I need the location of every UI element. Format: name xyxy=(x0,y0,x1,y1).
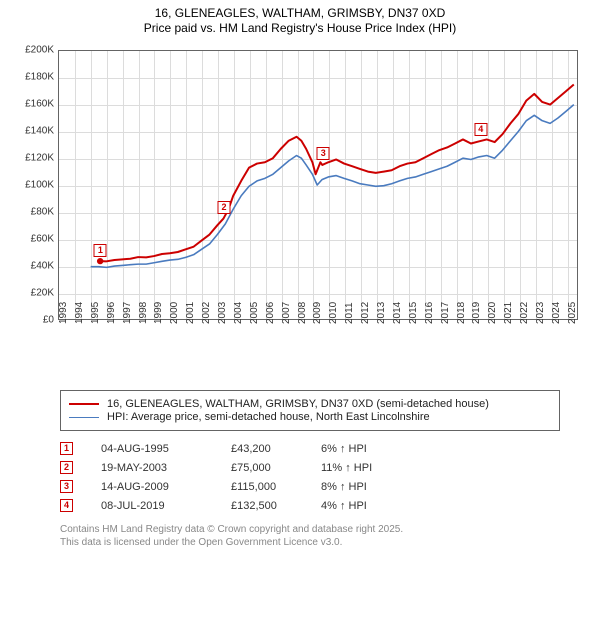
chart-marker: 4 xyxy=(474,123,487,136)
x-tick-label: 1996 xyxy=(106,302,117,324)
footer-line-2: This data is licensed under the Open Gov… xyxy=(60,536,580,549)
y-tick-label: £200K xyxy=(25,45,54,56)
transaction-price: £132,500 xyxy=(231,500,321,512)
x-tick-label: 2024 xyxy=(551,302,562,324)
transaction-row: 1 04-AUG-1995£43,2006% ↑ HPI xyxy=(60,439,560,458)
transaction-diff: 6% ↑ HPI xyxy=(321,443,381,455)
y-tick-label: £180K xyxy=(25,72,54,83)
y-tick-label: £160K xyxy=(25,99,54,110)
transaction-diff: 11% ↑ HPI xyxy=(321,462,381,474)
footer-line-1: Contains HM Land Registry data © Crown c… xyxy=(60,523,580,536)
x-tick-label: 2007 xyxy=(281,302,292,324)
title-address: 16, GLENEAGLES, WALTHAM, GRIMSBY, DN37 0… xyxy=(0,6,600,21)
transaction-marker: 1 xyxy=(60,442,73,455)
x-tick-label: 2010 xyxy=(328,302,339,324)
y-tick-label: £0 xyxy=(43,315,54,326)
transaction-marker: 3 xyxy=(60,480,73,493)
y-tick-label: £20K xyxy=(31,288,54,299)
title-block: 16, GLENEAGLES, WALTHAM, GRIMSBY, DN37 0… xyxy=(0,0,600,38)
x-tick-label: 2020 xyxy=(487,302,498,324)
transaction-date: 19-MAY-2003 xyxy=(101,462,231,474)
x-tick-label: 2025 xyxy=(567,302,578,324)
legend: 16, GLENEAGLES, WALTHAM, GRIMSBY, DN37 0… xyxy=(60,390,560,431)
chart: £0£20K£40K£60K£80K£100K£120K£140K£160K£1… xyxy=(34,42,594,352)
y-tick-label: £40K xyxy=(31,261,54,272)
x-tick-label: 1999 xyxy=(153,302,164,324)
transaction-marker: 2 xyxy=(60,461,73,474)
x-tick-label: 2005 xyxy=(249,302,260,324)
title-subtitle: Price paid vs. HM Land Registry's House … xyxy=(0,21,600,36)
series-price_paid xyxy=(100,85,574,262)
legend-row: 16, GLENEAGLES, WALTHAM, GRIMSBY, DN37 0… xyxy=(69,398,551,410)
y-tick-label: £120K xyxy=(25,153,54,164)
x-tick-label: 2001 xyxy=(185,302,196,324)
y-tick-label: £60K xyxy=(31,234,54,245)
plot-area: 1 2 3 4 xyxy=(58,50,578,320)
x-tick-label: 2014 xyxy=(392,302,403,324)
x-tick-label: 2022 xyxy=(519,302,530,324)
transaction-date: 14-AUG-2009 xyxy=(101,481,231,493)
transaction-price: £115,000 xyxy=(231,481,321,493)
x-tick-label: 2006 xyxy=(265,302,276,324)
y-tick-label: £100K xyxy=(25,180,54,191)
x-tick-label: 2019 xyxy=(471,302,482,324)
legend-label: 16, GLENEAGLES, WALTHAM, GRIMSBY, DN37 0… xyxy=(107,398,489,410)
sale-dot xyxy=(97,258,103,264)
x-tick-label: 2013 xyxy=(376,302,387,324)
x-tick-label: 1994 xyxy=(74,302,85,324)
page-root: 16, GLENEAGLES, WALTHAM, GRIMSBY, DN37 0… xyxy=(0,0,600,620)
transaction-table: 104-AUG-1995£43,2006% ↑ HPI219-MAY-2003£… xyxy=(60,439,560,515)
legend-label: HPI: Average price, semi-detached house,… xyxy=(107,411,430,423)
transaction-diff: 8% ↑ HPI xyxy=(321,481,381,493)
x-tick-label: 1995 xyxy=(90,302,101,324)
legend-swatch xyxy=(69,403,99,405)
transaction-price: £43,200 xyxy=(231,443,321,455)
x-tick-label: 2016 xyxy=(424,302,435,324)
chart-marker: 1 xyxy=(94,244,107,257)
transaction-row: 3 14-AUG-2009£115,0008% ↑ HPI xyxy=(60,477,560,496)
x-tick-label: 1993 xyxy=(58,302,69,324)
x-tick-label: 2008 xyxy=(297,302,308,324)
x-tick-label: 1998 xyxy=(138,302,149,324)
x-tick-label: 2004 xyxy=(233,302,244,324)
x-tick-label: 2000 xyxy=(169,302,180,324)
transaction-date: 08-JUL-2019 xyxy=(101,500,231,512)
transaction-date: 04-AUG-1995 xyxy=(101,443,231,455)
y-tick-label: £80K xyxy=(31,207,54,218)
x-tick-label: 2023 xyxy=(535,302,546,324)
transaction-price: £75,000 xyxy=(231,462,321,474)
x-tick-label: 2015 xyxy=(408,302,419,324)
x-tick-label: 2012 xyxy=(360,302,371,324)
transaction-row: 2 19-MAY-2003£75,00011% ↑ HPI xyxy=(60,458,560,477)
x-tick-label: 2021 xyxy=(503,302,514,324)
series-hpi xyxy=(91,105,574,268)
y-tick-label: £140K xyxy=(25,126,54,137)
x-tick-label: 2018 xyxy=(456,302,467,324)
transaction-diff: 4% ↑ HPI xyxy=(321,500,381,512)
chart-lines-svg xyxy=(59,51,577,319)
x-tick-label: 2003 xyxy=(217,302,228,324)
x-tick-label: 2009 xyxy=(312,302,323,324)
chart-marker: 2 xyxy=(218,201,231,214)
x-tick-label: 1997 xyxy=(122,302,133,324)
legend-row: HPI: Average price, semi-detached house,… xyxy=(69,411,551,423)
transaction-marker: 4 xyxy=(60,499,73,512)
x-tick-label: 2017 xyxy=(440,302,451,324)
chart-marker: 3 xyxy=(317,147,330,160)
transaction-row: 4 08-JUL-2019£132,5004% ↑ HPI xyxy=(60,496,560,515)
legend-swatch xyxy=(69,417,99,418)
x-tick-label: 2002 xyxy=(201,302,212,324)
footer: Contains HM Land Registry data © Crown c… xyxy=(60,523,580,549)
x-tick-label: 2011 xyxy=(344,302,355,324)
